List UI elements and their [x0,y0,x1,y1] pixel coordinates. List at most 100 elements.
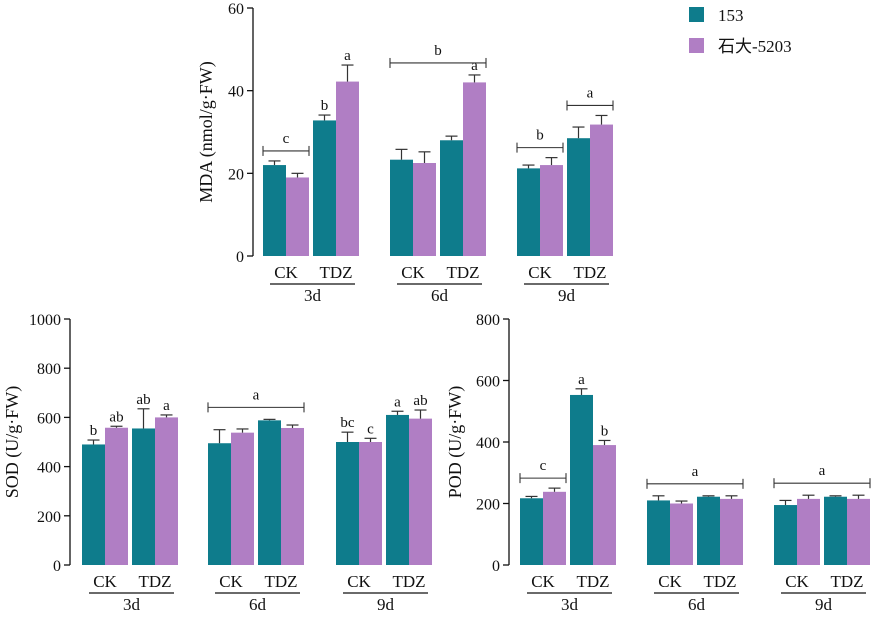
sod-bar [281,427,304,565]
mda-bar [567,138,590,256]
mda-bar [413,163,436,256]
legend-swatch-5203 [689,38,704,53]
sod-y-tick-label: 200 [37,509,61,526]
sod-sig-letter: c [367,421,374,437]
pod-group-label: 9d [815,595,833,614]
mda-bar [390,159,413,256]
pod-bar [797,498,820,565]
sod-y-tick-label: 600 [37,410,61,427]
mda-sig-letter: b [321,98,329,114]
mda-category-label: TDZ [446,263,479,282]
sod-sig-letter: a [163,398,170,414]
mda-bar [286,177,309,256]
mda-category-label: CK [528,263,552,282]
mda-bar [263,165,286,256]
sod-sig-letter: b [90,423,98,439]
mda-y-tick-label: 20 [228,166,244,183]
pod-bar [570,394,593,565]
sod-bracket-letter: a [253,387,260,403]
pod-group-label: 6d [688,595,706,614]
sod-sig-letter: bc [340,415,355,431]
mda-y-axis-label: MDA (nmol/g·FW) [196,61,217,203]
legend-swatch-153 [689,7,704,22]
mda-group-label: 3d [304,286,322,305]
pod-category-label: CK [658,572,682,591]
mda-y-tick-label: 60 [228,1,244,18]
pod-bar [720,498,743,565]
sod-bar [336,442,359,565]
pod-bar [697,496,720,565]
sod-sig-letter: ab [136,392,150,408]
legend: 153 石大-5203 [689,6,792,56]
pod-sig-letter: b [601,423,609,439]
mda-bracket-letter: a [587,85,594,101]
pod-bar [520,498,543,565]
pod-bar [774,505,797,565]
pod-category-label: CK [785,572,809,591]
mda-sig-letter: a [344,48,351,64]
sod-bar [386,414,409,565]
sod-sig-letter: a [394,394,401,410]
mda-group-label: 9d [558,286,576,305]
pod-category-label: TDZ [830,572,863,591]
mda-category-label: CK [401,263,425,282]
pod-bar [847,498,870,565]
sod-group-label: 6d [249,595,267,614]
mda-bracket-letter: c [283,131,290,147]
sod-category-label: TDZ [264,572,297,591]
pod-chart: 0 200 400 600 800 POD (U/g·FW) CK a b TDZ 3d c CK TDZ… [445,312,871,614]
sod-category-label: TDZ [392,572,425,591]
pod-category-label: CK [531,572,555,591]
sod-category-label: TDZ [138,572,171,591]
sod-y-tick-label: 1000 [29,312,61,329]
mda-bar [313,120,336,256]
sod-category-label: CK [93,572,117,591]
mda-category-label: TDZ [573,263,606,282]
mda-bar [336,81,359,256]
pod-category-label: TDZ [576,572,609,591]
pod-y-tick-label: 400 [476,435,500,452]
pod-y-tick-label: 600 [476,374,500,391]
sod-bar [231,432,254,565]
mda-bar [540,165,563,256]
mda-category-label: TDZ [319,263,352,282]
mda-bracket-letter: b [536,128,544,144]
sod-bar [409,418,432,565]
sod-y-axis-label: SOD (U/g·FW) [2,386,23,499]
sod-category-label: CK [347,572,371,591]
pod-y-tick-label: 800 [476,312,500,329]
sod-bar [105,427,128,565]
pod-category-label: TDZ [703,572,736,591]
pod-bracket-letter: a [692,464,699,480]
sod-group-label: 3d [123,595,141,614]
mda-sig-letter: a [471,58,478,74]
pod-y-tick-label: 200 [476,497,500,514]
sod-sig-letter: ab [413,393,427,409]
mda-category-label: CK [274,263,298,282]
sod-bar [82,444,105,565]
mda-bracket-letter: b [434,43,442,59]
pod-y-axis-label: POD (U/g·FW) [445,386,466,499]
sod-bar [359,442,382,565]
pod-bar [670,503,693,565]
sod-bar [258,420,281,565]
sod-y-tick-label: 800 [37,361,61,378]
mda-bar [590,124,613,256]
mda-y-tick-label: 0 [236,249,244,266]
sod-group-label: 9d [377,595,395,614]
legend-label-5203: 石大-5203 [718,37,792,56]
mda-bar [463,82,486,257]
sod-sig-letter: ab [109,409,123,425]
sod-bar [155,417,178,565]
pod-bracket-letter: a [819,463,826,479]
pod-bar [543,491,566,565]
pod-bar [593,445,616,565]
pod-bracket-letter: c [540,458,547,474]
sod-y-tick-label: 0 [53,558,61,575]
pod-sig-letter: a [578,372,585,388]
pod-group-label: 3d [561,595,579,614]
pod-y-tick-label: 0 [492,558,500,575]
sod-category-label: CK [219,572,243,591]
mda-group-label: 6d [431,286,449,305]
mda-bar [517,168,540,256]
